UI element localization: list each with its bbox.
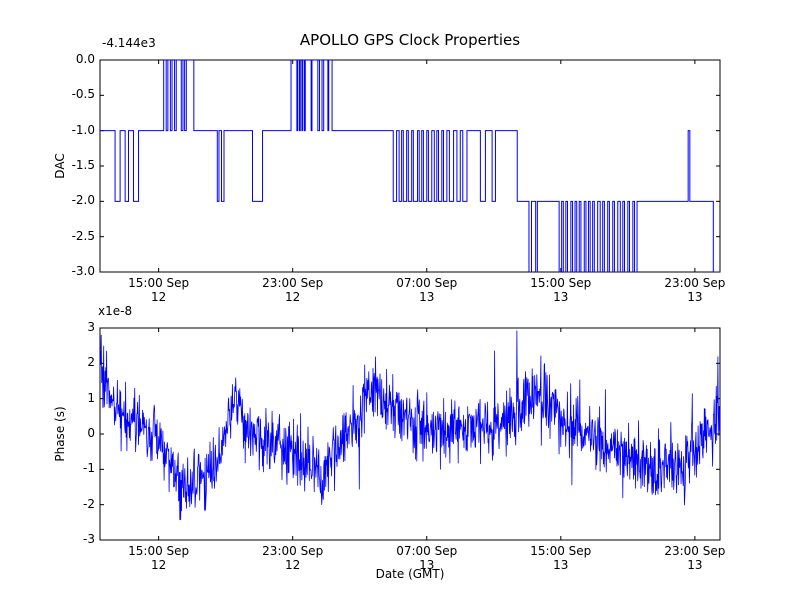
x-tick-label: 23:00 Sep 12 <box>262 544 324 572</box>
chart-title: APOLLO GPS Clock Properties <box>299 31 521 49</box>
y-tick-label: 3 <box>87 320 95 334</box>
y-tick-label: -2.5 <box>71 228 95 243</box>
y-tick-label: -3.0 <box>71 264 95 278</box>
axes-frame-bottom <box>99 327 721 541</box>
y-axis-multiplier-label: x1e-8 <box>98 304 133 318</box>
x-tick-label: 15:00 Sep 12 <box>128 544 190 572</box>
y-tick-label: 0 <box>87 426 95 440</box>
y-tick-label: 1 <box>87 390 95 405</box>
axes-frame-top <box>99 59 721 273</box>
y-tick-label: 0.0 <box>75 52 95 66</box>
y-tick-label: 2 <box>87 355 95 370</box>
x-tick-label: 23:00 Sep 13 <box>664 544 726 572</box>
x-tick-label: 07:00 Sep 13 <box>396 276 458 304</box>
x-tick-label: 15:00 Sep 13 <box>530 276 592 304</box>
subplot-top <box>99 59 721 273</box>
x-tick-label: 15:00 Sep 12 <box>128 276 190 304</box>
y-tick-label: -2.0 <box>71 193 95 208</box>
y-tick-label: -0.5 <box>71 87 95 102</box>
y-tick-label: -1 <box>83 461 95 476</box>
y-tick-label: -1.0 <box>71 122 95 137</box>
x-tick-label: 15:00 Sep 13 <box>530 544 592 572</box>
x-tick-label: 07:00 Sep 13 <box>396 544 458 572</box>
phase-noise-line <box>100 330 720 521</box>
tick-marks-top <box>100 59 720 273</box>
y-axis-offset-label: -4.144e3 <box>102 36 156 50</box>
x-tick-label: 23:00 Sep 12 <box>262 276 324 304</box>
x-axis-label: Date (GMT) <box>375 567 445 581</box>
subplot-bottom <box>99 327 721 541</box>
x-tick-label: 23:00 Sep 13 <box>664 276 726 304</box>
y-tick-label: -2 <box>83 496 95 511</box>
dac-step-line <box>100 60 720 272</box>
y-tick-label: -3 <box>83 532 95 546</box>
y-tick-label: -1.5 <box>71 158 95 172</box>
